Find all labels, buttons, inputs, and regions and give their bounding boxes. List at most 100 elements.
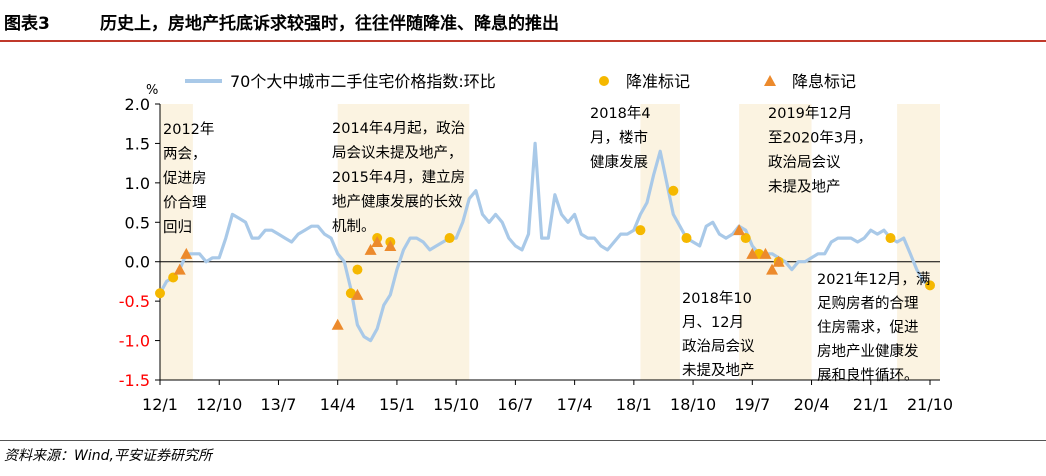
annotation-line: 2018年4 xyxy=(590,105,651,122)
y-tick-label: -0.5 xyxy=(119,292,150,311)
legend-rrr-swatch xyxy=(599,76,609,86)
shaded-period-0 xyxy=(160,104,193,380)
x-tick-label: 21/1 xyxy=(853,395,889,414)
figure-title: 历史上，房地产托底诉求较强时，往往伴随降准、降息的推出 xyxy=(100,14,559,34)
x-tick-label: 19/7 xyxy=(734,395,770,414)
legend-rrr-label: 降准标记 xyxy=(626,72,690,91)
annotation-line: 2018年10 xyxy=(682,290,752,307)
footer-rule xyxy=(0,440,1046,441)
figure-number: 图表3 xyxy=(4,14,50,34)
unit-label: % xyxy=(146,83,158,98)
x-tick-label: 17/4 xyxy=(557,395,593,414)
rate-marker xyxy=(371,236,384,247)
x-tick-label: 15/1 xyxy=(379,395,415,414)
y-ticks: 2.0 1.5 1.0 0.5 0.0 -0.5 -1.0 -1.5 xyxy=(119,95,160,390)
annotation-line: 回归 xyxy=(163,219,192,236)
annotation-line: 月、12月 xyxy=(682,315,744,331)
rrr-marker xyxy=(345,288,356,299)
y-tick-label: 1.5 xyxy=(125,134,150,153)
rate-marker xyxy=(746,247,759,259)
legend-rate-swatch xyxy=(764,75,776,86)
annotation-line: 2012年 xyxy=(163,121,214,138)
annotation-line: 住房需求，促进 xyxy=(817,319,919,336)
annotation-2: 2018年4 月，楼市健康发展 xyxy=(590,105,651,171)
y-tick-label: 0.0 xyxy=(125,253,150,272)
annotation-line: 2015年4月，建立房 xyxy=(332,169,465,186)
x-tick-label: 12/10 xyxy=(196,395,242,414)
annotation-line: 未提及地产 xyxy=(682,362,755,379)
rrr-markers xyxy=(155,185,935,299)
series-lines xyxy=(158,141,932,343)
annotation-line: 2014年4月起，政治 xyxy=(332,120,465,137)
annotation-line: 至2020年3月， xyxy=(768,130,872,147)
y-tick-label: -1.0 xyxy=(119,332,150,351)
rate-marker xyxy=(766,263,779,275)
rrr-marker xyxy=(668,185,679,196)
title-rule xyxy=(0,40,1046,42)
annotation-line: 2021年12月，满 xyxy=(817,271,930,288)
rate-marker xyxy=(759,247,772,259)
annotation-4: 2018年10 月、12月政治局会议未提及地产 xyxy=(682,290,755,379)
annotation-line: 机制。 xyxy=(332,218,376,235)
annotation-line: 2019年12月 xyxy=(768,105,852,122)
x-tick-label: 21/10 xyxy=(907,395,953,414)
figure-header: 图表3 历史上，房地产托底诉求较强时，往往伴随降准、降息的推出 xyxy=(0,0,1046,42)
y-tick-label: 1.0 xyxy=(125,174,150,193)
x-tick-label: 18/10 xyxy=(670,395,716,414)
rate-marker xyxy=(331,318,344,330)
annotation-line: 健康发展 xyxy=(590,154,648,171)
annotation-line: 两会， xyxy=(163,146,207,163)
legend-rate-label: 降息标记 xyxy=(792,72,856,91)
shaded-periods xyxy=(160,104,940,380)
rate-marker xyxy=(772,255,785,267)
shaded-period-4 xyxy=(897,104,940,380)
source-note: 资料来源：Wind,平安证券研究所 xyxy=(4,448,212,464)
annotation-line: 地产健康发展的长效 xyxy=(332,194,463,211)
rate-marker xyxy=(180,247,193,259)
annotation-1: 2014年4月起，政治局会议未提及地产， 2015年4月，建立房地产健康发展的长效… xyxy=(332,120,465,235)
annotation-3: 2019年12月至2020年3月， 政治局会议未提及地产 xyxy=(768,105,872,196)
annotation-line: 促进房 xyxy=(163,170,207,187)
x-tick-label: 16/7 xyxy=(497,395,533,414)
rrr-marker xyxy=(155,288,165,299)
annotation-line: 政治局会议 xyxy=(768,154,841,171)
rrr-marker xyxy=(168,272,179,283)
annotation-line: 未提及地产 xyxy=(768,179,841,196)
legend: 70个大中城市二手住宅价格指数:环比 降准标记 降息标记 xyxy=(185,72,856,91)
annotation-line: 局会议未提及地产， xyxy=(332,145,463,162)
series-line xyxy=(158,141,932,343)
x-tick-label: 12/1 xyxy=(142,395,178,414)
chart-svg: 2.0 1.5 1.0 0.5 0.0 -0.5 -1.0 -1.5 12/1 12/10 13/… xyxy=(119,72,953,414)
rate-markers xyxy=(173,224,785,330)
rrr-marker xyxy=(444,233,455,244)
x-tick-label: 13/7 xyxy=(260,395,296,414)
rrr-marker xyxy=(681,233,692,244)
x-tick-label: 14/4 xyxy=(320,395,356,414)
annotations: 2012年两会， 促进房价合理回归 2014年4月起，政治局会议未提及地产， 2015… xyxy=(163,105,930,384)
rrr-marker xyxy=(740,233,751,244)
x-tick-label: 15/10 xyxy=(433,395,479,414)
y-tick-label: -1.5 xyxy=(119,371,150,390)
rate-marker xyxy=(733,224,746,236)
annotation-line: 足购房者的合理 xyxy=(817,295,919,312)
legend-line-label: 70个大中城市二手住宅价格指数:环比 xyxy=(230,72,496,91)
annotation-line: 月，楼市 xyxy=(590,130,648,147)
rrr-marker xyxy=(925,280,935,291)
rrr-marker xyxy=(352,264,363,275)
y-tick-label: 0.5 xyxy=(125,213,150,232)
rate-marker xyxy=(364,243,377,255)
rrr-marker xyxy=(885,233,896,244)
y-tick-label: 2.0 xyxy=(125,95,150,114)
rate-marker xyxy=(384,239,397,251)
annotation-line: 政治局会议 xyxy=(682,338,755,355)
rate-marker xyxy=(351,288,364,300)
annotation-line: 房地产业健康发 xyxy=(817,343,919,360)
x-tick-label: 18/1 xyxy=(616,395,652,414)
annotation-line: 价合理 xyxy=(163,195,207,212)
rrr-marker xyxy=(635,225,646,236)
rate-marker xyxy=(173,263,186,275)
annotation-0: 2012年两会， 促进房价合理回归 xyxy=(163,121,214,236)
x-ticks: 12/1 12/10 13/7 14/4 15/1 15/10 16/7 17/4 18/1 18… xyxy=(142,380,953,414)
x-tick-label: 20/4 xyxy=(794,395,830,414)
annotation-line: 展和良性循环。 xyxy=(817,367,919,384)
